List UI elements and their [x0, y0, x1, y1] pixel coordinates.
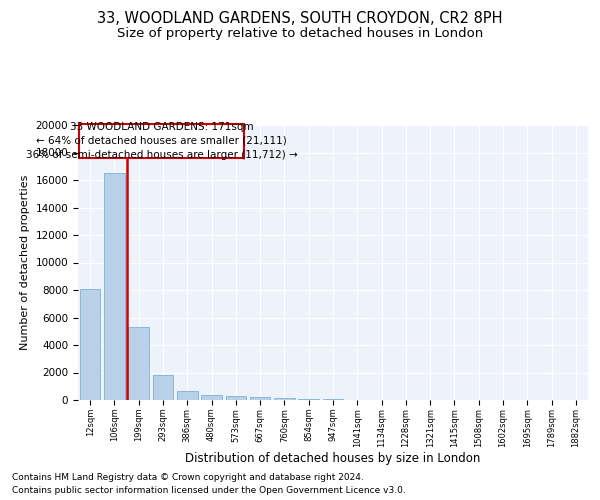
- Bar: [274, 398, 295, 400]
- Text: Contains public sector information licensed under the Open Government Licence v3: Contains public sector information licen…: [12, 486, 406, 495]
- Bar: [128, 327, 149, 400]
- Text: 33, WOODLAND GARDENS, SOUTH CROYDON, CR2 8PH: 33, WOODLAND GARDENS, SOUTH CROYDON, CR2…: [97, 11, 503, 26]
- X-axis label: Distribution of detached houses by size in London: Distribution of detached houses by size …: [185, 452, 481, 466]
- Bar: [152, 375, 173, 400]
- Bar: [323, 399, 343, 400]
- Text: 33 WOODLAND GARDENS: 171sqm
← 64% of detached houses are smaller (21,111)
36% of: 33 WOODLAND GARDENS: 171sqm ← 64% of det…: [26, 122, 298, 160]
- Bar: [298, 398, 319, 400]
- Bar: [104, 173, 125, 400]
- Y-axis label: Number of detached properties: Number of detached properties: [20, 175, 30, 350]
- Bar: [177, 391, 197, 400]
- Bar: [226, 396, 246, 400]
- Bar: [80, 288, 100, 400]
- Text: Size of property relative to detached houses in London: Size of property relative to detached ho…: [117, 28, 483, 40]
- FancyBboxPatch shape: [79, 124, 244, 158]
- Text: Contains HM Land Registry data © Crown copyright and database right 2024.: Contains HM Land Registry data © Crown c…: [12, 472, 364, 482]
- Bar: [201, 395, 222, 400]
- Bar: [250, 397, 271, 400]
